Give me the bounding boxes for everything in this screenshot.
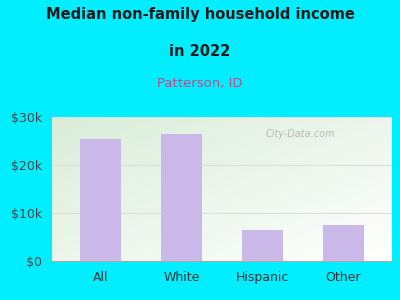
Bar bbox=[242, 230, 283, 261]
Text: in 2022: in 2022 bbox=[169, 44, 231, 59]
Bar bbox=[161, 134, 202, 261]
Bar bbox=[323, 225, 364, 261]
Bar bbox=[80, 139, 121, 261]
Text: City-Data.com: City-Data.com bbox=[265, 129, 335, 139]
Text: Patterson, ID: Patterson, ID bbox=[157, 76, 243, 89]
Text: Median non-family household income: Median non-family household income bbox=[46, 8, 354, 22]
